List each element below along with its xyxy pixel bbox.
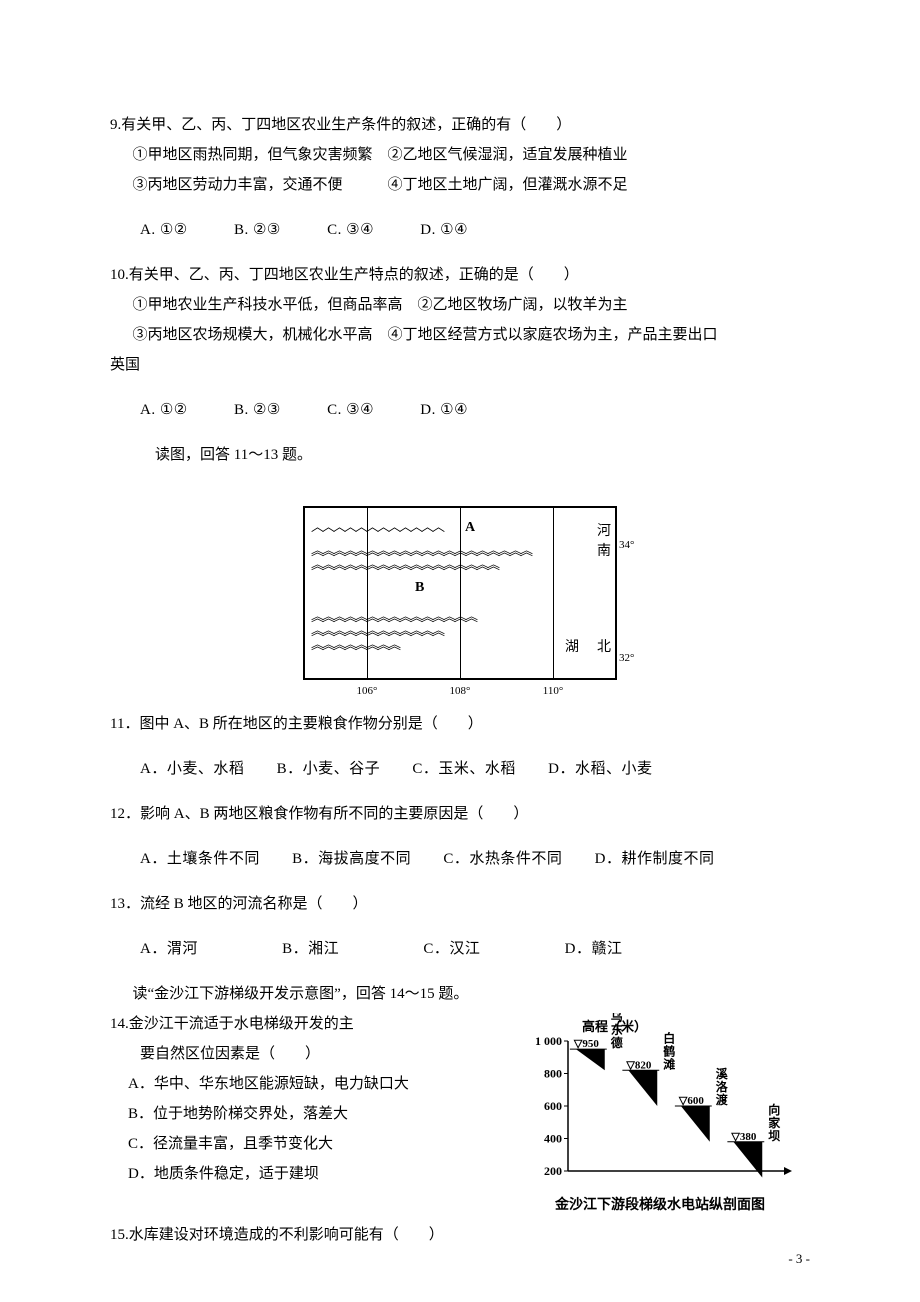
svg-text:溪: 溪 bbox=[716, 1066, 729, 1081]
q12-opt-c: C．水热条件不同 bbox=[443, 844, 562, 874]
q9-opt-a: A. ①② bbox=[140, 215, 188, 245]
q15-stem: 15.水库建设对环境造成的不利影响可能有（ ） bbox=[110, 1220, 810, 1250]
q14-opt-a: A．华中、华东地区能源短缺，电力缺口大 bbox=[110, 1069, 520, 1099]
map-mountains-6: ︽︽︽︽︽︽︽︽ bbox=[311, 632, 399, 658]
map-side-hubei-1: 湖 bbox=[565, 634, 579, 662]
dam-profile-chart: 高程（米）2004006008001 000▽950乌东德▽820白鹤滩▽600… bbox=[520, 1013, 800, 1220]
map-label-b: B bbox=[415, 574, 424, 602]
q14-opt-b: B．位于地势阶梯交界处，落差大 bbox=[110, 1099, 520, 1129]
svg-text:200: 200 bbox=[544, 1164, 562, 1178]
dam-chart-title: 金沙江下游段梯级水电站纵剖面图 bbox=[520, 1192, 800, 1220]
map-label-a: A bbox=[465, 514, 475, 542]
q10-opt-a: A. ①② bbox=[140, 395, 188, 425]
q14-stem-1: 14.金沙江干流适于水电梯级开发的主 bbox=[110, 1009, 520, 1039]
q9-opt-d: D. ①④ bbox=[420, 215, 468, 245]
dam-chart-svg: 高程（米）2004006008001 000▽950乌东德▽820白鹤滩▽600… bbox=[520, 1013, 800, 1188]
svg-text:1 000: 1 000 bbox=[535, 1034, 562, 1048]
map-mountains-3: ︽︽︽︽︽︽︽︽︽︽︽︽︽︽︽︽︽ bbox=[311, 552, 498, 578]
svg-text:向: 向 bbox=[768, 1102, 780, 1117]
read-note-2: 读“金沙江下游梯级开发示意图”，回答 14～15 题。 bbox=[110, 979, 810, 1009]
svg-text:德: 德 bbox=[611, 1035, 623, 1050]
map-lat-2: 32° bbox=[619, 647, 634, 669]
q9-opt-b: B. ②③ bbox=[234, 215, 281, 245]
q9-options: A. ①② B. ②③ C. ③④ D. ①④ bbox=[110, 215, 810, 245]
q11-opt-b: B．小麦、谷子 bbox=[277, 754, 381, 784]
q12-stem: 12．影响 A、B 两地区粮食作物有所不同的主要原因是（ ） bbox=[110, 799, 810, 829]
map-mountains-1: ︿︿︿︿︿︿︿︿︿︿︿︿ bbox=[311, 514, 443, 540]
q12-opt-b: B．海拔高度不同 bbox=[292, 844, 411, 874]
svg-text:400: 400 bbox=[544, 1132, 562, 1146]
svg-text:渡: 渡 bbox=[716, 1092, 729, 1107]
svg-text:800: 800 bbox=[544, 1067, 562, 1081]
svg-text:白: 白 bbox=[663, 1030, 675, 1045]
svg-text:洛: 洛 bbox=[716, 1079, 729, 1094]
q11-opt-a: A．小麦、水稻 bbox=[140, 754, 244, 784]
svg-text:▽380: ▽380 bbox=[730, 1131, 756, 1143]
q9-stem: 9.有关甲、乙、丙、丁四地区农业生产条件的叙述，正确的有（ ） bbox=[110, 110, 810, 140]
q11-options: A．小麦、水稻 B．小麦、谷子 C．玉米、水稻 D．水稻、小麦 bbox=[110, 754, 810, 784]
q10-stem: 10.有关甲、乙、丙、丁四地区农业生产特点的叙述，正确的是（ ） bbox=[110, 260, 810, 290]
map-side-henan-2: 南 bbox=[597, 538, 611, 566]
map-lat-1: 34° bbox=[619, 534, 634, 556]
q10-statement-2-tail: 英国 bbox=[110, 350, 810, 380]
q11-opt-c: C．玉米、水稻 bbox=[412, 754, 516, 784]
svg-text:▽820: ▽820 bbox=[625, 1059, 651, 1071]
q11-stem: 11．图中 A、B 所在地区的主要粮食作物分别是（ ） bbox=[110, 709, 810, 739]
q9-statement-1: ①甲地区雨热同期，但气象灾害频繁 ②乙地区气候湿润，适宜发展种植业 bbox=[110, 140, 810, 170]
svg-text:600: 600 bbox=[544, 1099, 562, 1113]
page-footer: - 3 - bbox=[788, 1246, 810, 1272]
q12-opt-d: D．耕作制度不同 bbox=[595, 844, 715, 874]
svg-text:滩: 滩 bbox=[663, 1056, 675, 1071]
q10-opt-d: D. ①④ bbox=[420, 395, 468, 425]
map-lon-3: 110° bbox=[543, 680, 564, 702]
q12-options: A．土壤条件不同 B．海拔高度不同 C．水热条件不同 D．耕作制度不同 bbox=[110, 844, 810, 874]
q13-options: A．渭河 B．湘江 C．汉江 D．赣江 bbox=[110, 934, 810, 964]
q14-stem-2: 要自然区位因素是（ ） bbox=[110, 1039, 520, 1069]
map-figure: 106° 108° 110° 34° 32° ︿︿︿︿︿︿︿︿︿︿︿︿ ︽︽︽︽… bbox=[303, 506, 617, 680]
map-lon-line-3 bbox=[553, 508, 554, 678]
map-lon-2: 108° bbox=[450, 680, 471, 702]
q13-opt-d: D．赣江 bbox=[565, 934, 623, 964]
svg-text:▽600: ▽600 bbox=[678, 1095, 704, 1107]
q10-opt-b: B. ②③ bbox=[234, 395, 281, 425]
svg-text:▽950: ▽950 bbox=[573, 1038, 599, 1050]
q13-opt-b: B．湘江 bbox=[282, 934, 339, 964]
q13-opt-a: A．渭河 bbox=[140, 934, 198, 964]
map-lon-1: 106° bbox=[357, 680, 378, 702]
q11-opt-d: D．水稻、小麦 bbox=[548, 754, 652, 784]
q10-options: A. ①② B. ②③ C. ③④ D. ①④ bbox=[110, 395, 810, 425]
q9-statement-2: ③丙地区劳动力丰富，交通不便 ④丁地区土地广阔，但灌溉水源不足 bbox=[110, 170, 810, 200]
q10-statement-1: ①甲地农业生产科技水平低，但商品率高 ②乙地区牧场广阔，以牧羊为主 bbox=[110, 290, 810, 320]
q13-stem: 13．流经 B 地区的河流名称是（ ） bbox=[110, 889, 810, 919]
q10-statement-2: ③丙地区农场规模大，机械化水平高 ④丁地区经营方式以家庭农场为主，产品主要出口 bbox=[110, 320, 810, 350]
svg-text:东: 东 bbox=[611, 1022, 623, 1037]
read-note-1: 读图，回答 11～13 题。 bbox=[110, 440, 810, 470]
q12-opt-a: A．土壤条件不同 bbox=[140, 844, 260, 874]
q13-opt-c: C．汉江 bbox=[423, 934, 480, 964]
map-side-hubei-2: 北 bbox=[597, 634, 611, 662]
svg-text:坝: 坝 bbox=[768, 1129, 780, 1143]
svg-text:鹤: 鹤 bbox=[663, 1043, 675, 1058]
q10-opt-c: C. ③④ bbox=[327, 395, 374, 425]
q9-opt-c: C. ③④ bbox=[327, 215, 374, 245]
q14-opt-d: D．地质条件稳定，适于建坝 bbox=[110, 1159, 520, 1189]
svg-text:家: 家 bbox=[768, 1115, 781, 1130]
q14-opt-c: C．径流量丰富，且季节变化大 bbox=[110, 1129, 520, 1159]
map-lon-line-2 bbox=[460, 508, 461, 678]
